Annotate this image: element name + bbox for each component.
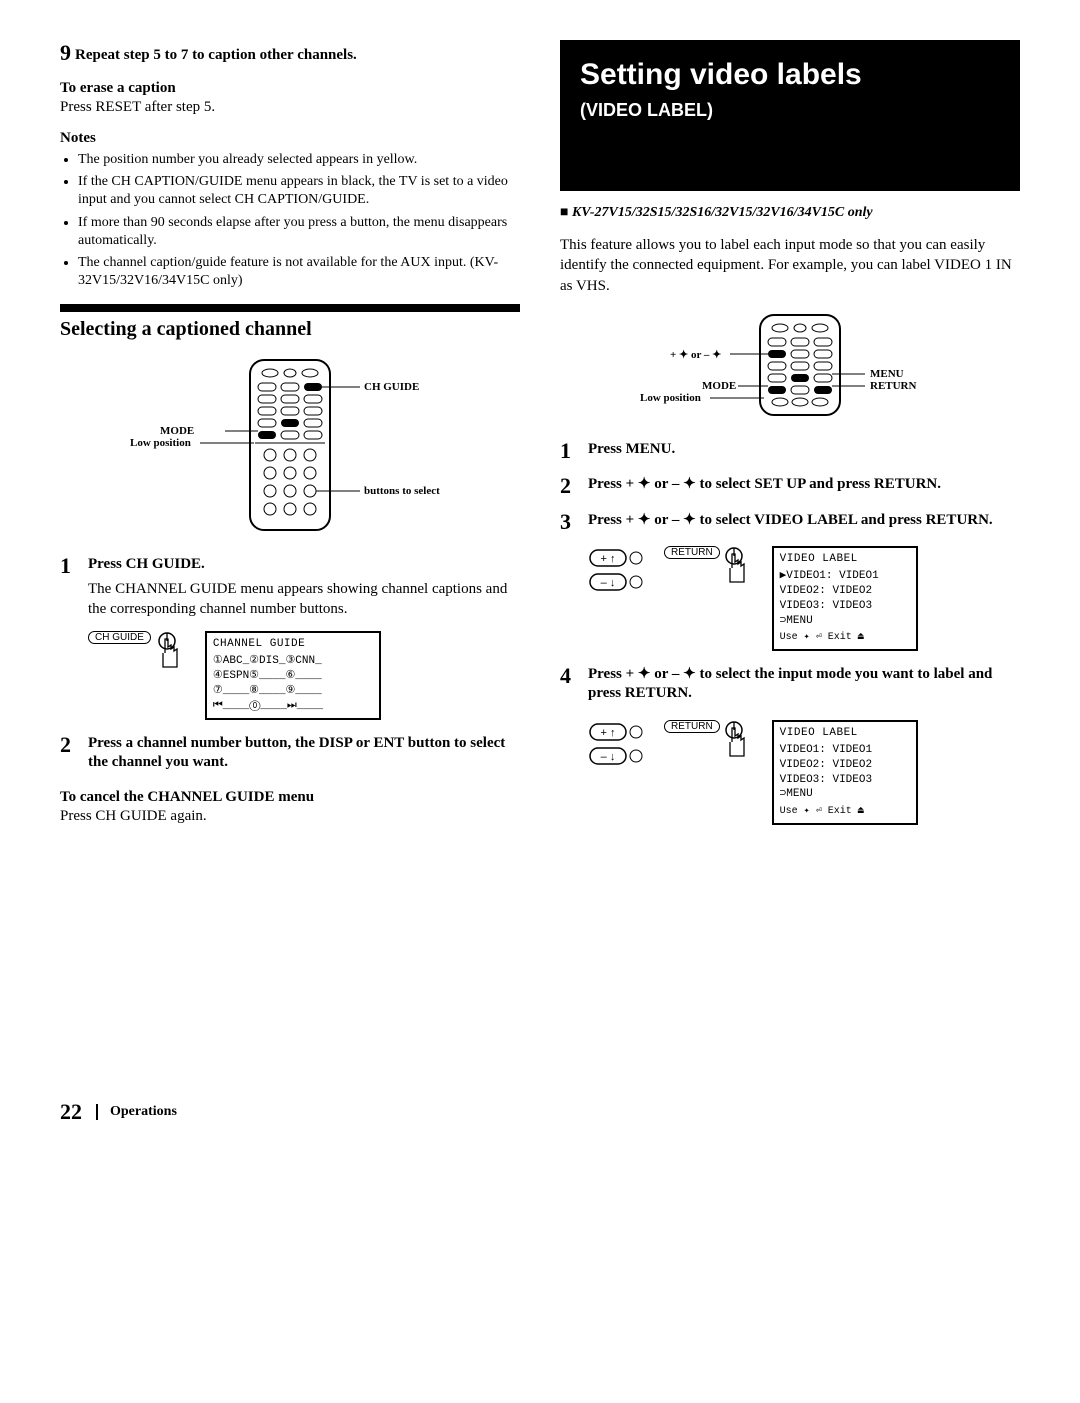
step-1: 1 Press CH GUIDE. The CHANNEL GUIDE menu… [60,555,520,619]
right-step-2-heading: Press + ✦ or – ✦ to select SET UP and pr… [588,475,1020,495]
model-line: KV-27V15/32S15/32S16/32V15/32V16/34V15C … [560,205,1020,221]
hand-icon [153,631,185,673]
right-step-1: 1 Press MENU. [560,440,1020,464]
chguide-button: CH GUIDE [88,631,151,644]
note-item: If the CH CAPTION/GUIDE menu appears in … [78,173,520,209]
osd-row: VIDEO1: VIDEO1 [780,743,910,758]
remote-label-mode: MODE [702,380,736,392]
remote-label-return: RETURN [870,380,916,392]
step-1-text: The CHANNEL GUIDE menu appears showing c… [88,579,520,620]
remote-label-buttons: buttons to select [364,485,440,497]
osd-title: VIDEO LABEL [780,726,910,741]
svg-text:– ↓: – ↓ [601,751,616,763]
osd-row: ▶VIDEO1: VIDEO1 [780,569,910,584]
svg-text:+ ↑: + ↑ [601,727,616,739]
chguide-button-figure: CH GUIDE [88,631,185,673]
section-heading: Selecting a captioned channel [60,318,520,341]
right-step-4-heading: Press + ✦ or – ✦ to select the input mod… [588,665,1020,704]
step-1-heading: Press CH GUIDE. [88,555,520,575]
right-step-3: 3 Press + ✦ or – ✦ to select VIDEO LABEL… [560,511,1020,535]
step-2: 2 Press a channel number button, the DIS… [60,734,520,777]
osd-row: ⏮____⓪____⏭____ [213,699,373,714]
osd-title: VIDEO LABEL [780,552,910,567]
osd-row: ④ESPN⑤____⑥____ [213,669,373,684]
page-footer: 22 Operations [60,1099,1020,1125]
note-item: The channel caption/guide feature is not… [78,254,520,290]
return-button-figure: RETURN [664,720,752,762]
remote-label-menu: MENU [870,368,904,380]
step-9: 9Repeat step 5 to 7 to caption other cha… [60,40,520,66]
title-sub: (VIDEO LABEL) [580,100,1000,121]
osd-row: ⊃MENU [780,787,910,802]
remote-label-low: Low position [640,392,701,404]
remote-diagram-right: + ✦ or – ✦ MODE Low position MENU RETURN [560,310,1020,420]
remote-label-mode: MODE [160,425,194,437]
divider [60,304,520,312]
erase-heading: To erase a caption [60,80,520,97]
hand-icon [722,546,752,588]
remote-label-low: Low position [130,437,191,449]
svg-text:– ↓: – ↓ [601,577,616,589]
right-step-3-heading: Press + ✦ or – ✦ to select VIDEO LABEL a… [588,511,1020,531]
osd-footer: Use ✦ ⏎ Exit ⏏ [780,631,910,645]
osd-row: VIDEO3: VIDEO3 [780,773,910,788]
video-label-osd-2: VIDEO LABEL VIDEO1: VIDEO1 VIDEO2: VIDEO… [772,720,918,825]
notes-list: The position number you already selected… [60,151,520,290]
notes-heading: Notes [60,130,520,147]
plusminus-buttons-figure: + ↑ – ↓ [588,720,644,775]
page-section-label: Operations [96,1104,177,1120]
title-main: Setting video labels [580,58,1000,92]
osd-footer: Use ✦ ⏎ Exit ⏏ [780,805,910,819]
right-step-4: 4 Press + ✦ or – ✦ to select the input m… [560,665,1020,708]
osd-row: ①ABC_②DIS_③CNN_ [213,654,373,669]
osd-title: CHANNEL GUIDE [213,637,373,652]
osd-row: ⊃MENU [780,614,910,629]
hand-icon [722,720,752,762]
return-button-figure: RETURN [664,546,752,588]
title-block: Setting video labels (VIDEO LABEL) [560,40,1020,191]
osd-row: VIDEO2: VIDEO2 [780,584,910,599]
osd-row: VIDEO3: VIDEO3 [780,599,910,614]
return-button: RETURN [664,546,720,559]
remote-label-chguide: CH GUIDE [364,381,419,393]
osd-row: ⑦____⑧____⑨____ [213,684,373,699]
page-number: 22 [60,1099,82,1125]
step-9-text: Repeat step 5 to 7 to caption other chan… [75,47,357,63]
right-step-2: 2 Press + ✦ or – ✦ to select SET UP and … [560,475,1020,499]
remote-label-plusminus: + ✦ or – ✦ [670,348,721,361]
erase-text: Press RESET after step 5. [60,99,520,116]
cancel-text: Press CH GUIDE again. [60,808,520,825]
svg-text:+ ↑: + ↑ [601,553,616,565]
right-step-1-heading: Press MENU. [588,440,1020,460]
step-2-heading: Press a channel number button, the DISP … [88,734,520,773]
channel-guide-osd: CHANNEL GUIDE ①ABC_②DIS_③CNN_ ④ESPN⑤____… [205,631,381,719]
plusminus-buttons-figure: + ↑ – ↓ [588,546,644,601]
cancel-heading: To cancel the CHANNEL GUIDE menu [60,789,520,806]
note-item: The position number you already selected… [78,151,520,169]
osd-row: VIDEO2: VIDEO2 [780,758,910,773]
remote-diagram-left: CH GUIDE MODE Low position buttons to se… [60,355,520,535]
intro-text: This feature allows you to label each in… [560,235,1020,296]
video-label-osd-1: VIDEO LABEL ▶VIDEO1: VIDEO1 VIDEO2: VIDE… [772,546,918,651]
note-item: If more than 90 seconds elapse after you… [78,214,520,250]
return-button: RETURN [664,720,720,733]
